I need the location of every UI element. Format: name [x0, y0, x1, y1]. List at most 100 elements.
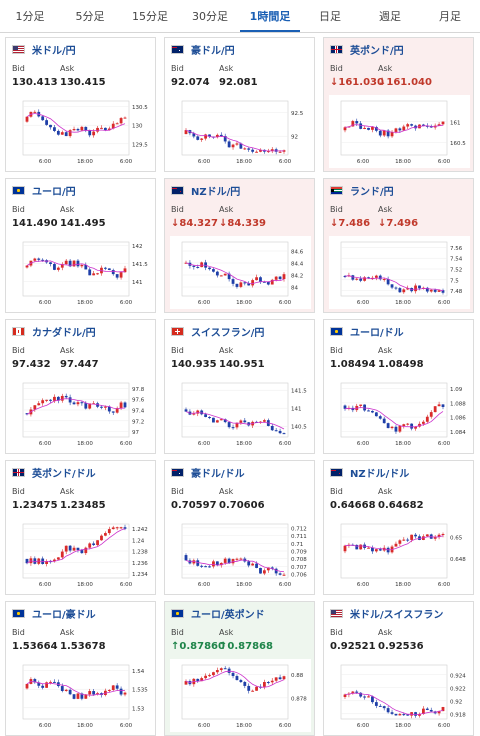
rate-card[interactable]: 英ポンド/円 Bid Ask ↓161.030 ↓161.040 161 160.5 6:00…: [323, 37, 474, 172]
candle-body: [223, 419, 227, 423]
rate-card[interactable]: 米ドル/円 Bid Ask 130.413 130.415 130.5 130 129.5 6:…: [5, 37, 156, 172]
price-chart[interactable]: 0.924 0.922 0.92 0.918 6:00 18:00 6:00: [329, 659, 470, 732]
price-chart[interactable]: 97.8 97.6 97.4 97.2 97 6:00 18:00 6:00: [11, 377, 152, 450]
currency-pair-title[interactable]: NZドル/ドル: [330, 466, 409, 480]
candle-body: [374, 127, 378, 131]
price-chart[interactable]: 0.88 0.878 6:00 18:00 6:00: [170, 659, 311, 732]
currency-pair-title[interactable]: 豪ドル/ドル: [171, 466, 245, 480]
price-chart[interactable]: 84.6 84.4 84.2 84 6:00 18:00 6:00: [170, 236, 311, 309]
rate-card[interactable]: NZドル/ドル Bid Ask 0.64668 0.64682 0.65 0.648 6:00…: [323, 460, 474, 595]
tab-1min[interactable]: 1分足: [15, 10, 45, 23]
tab-30min[interactable]: 30分足: [192, 10, 228, 23]
rate-card[interactable]: ランド/円 Bid Ask ↓7.486 ↓7.496 7.56 7.54 7.52 7.5 7.…: [323, 178, 474, 313]
price-chart[interactable]: 0.712 0.711 0.71 0.709 0.708 0.707 0.706 6:00 18…: [170, 518, 311, 591]
candle-body: [351, 121, 355, 127]
x-tick-label: 6:00: [120, 300, 133, 306]
nz-flag-icon: [330, 468, 343, 477]
price-chart[interactable]: 1.54 1.535 1.53 6:00 18:00 6:00: [11, 659, 152, 732]
currency-pair-title[interactable]: ユーロ/豪ドル: [12, 607, 96, 621]
ask-label: Ask: [60, 628, 75, 637]
candle-body: [84, 403, 88, 409]
tab-1hour[interactable]: 1時間足: [240, 0, 300, 32]
currency-pair-title[interactable]: スイスフラン/円: [171, 325, 264, 339]
candle-body: [33, 679, 37, 683]
candle-body: [115, 527, 119, 529]
price-chart[interactable]: 141.5 141 140.5 6:00 18:00 6:00: [170, 377, 311, 450]
candle-body: [25, 116, 29, 122]
rate-card[interactable]: 英ポンド/ドル Bid Ask 1.23475 1.23485 1.242 1.24 1.23…: [5, 460, 156, 595]
currency-pair-title[interactable]: ユーロ/円: [12, 184, 76, 198]
currency-pair-title[interactable]: 米ドル/スイスフラン: [330, 607, 443, 621]
y-tick-label: 1.238: [132, 550, 148, 556]
ask-label: Ask: [219, 628, 234, 637]
pair-name: ランド/円: [350, 187, 394, 198]
candle-body: [208, 267, 211, 270]
currency-pair-title[interactable]: 英ポンド/ドル: [12, 466, 96, 480]
price-chart[interactable]: 1.09 1.088 1.086 1.084 6:00 18:00 6:00: [329, 377, 470, 450]
x-tick-label: 18:00: [395, 159, 411, 165]
currency-pair-title[interactable]: ユーロ/英ポンド: [171, 607, 265, 621]
candle-body: [274, 276, 278, 280]
tab-15min[interactable]: 15分足: [132, 10, 168, 23]
currency-pair-title[interactable]: 英ポンド/円: [330, 43, 404, 57]
ask-price: 1.53678: [60, 641, 106, 652]
rate-card[interactable]: 豪ドル/ドル Bid Ask 0.70597 0.70606 0.712 0.711 0.71…: [164, 460, 315, 595]
candle-body: [68, 689, 72, 695]
pair-name: ユーロ/円: [32, 187, 76, 198]
candle-body: [25, 683, 29, 689]
rate-card[interactable]: スイスフラン/円 Bid Ask 140.935 140.951 141.5 141 140.…: [164, 319, 315, 454]
rate-card[interactable]: 米ドル/スイスフラン Bid Ask 0.92521 0.92536 0.924 0.922…: [323, 601, 474, 736]
price-chart[interactable]: 92.5 92 6:00 18:00 6:00: [170, 95, 311, 168]
rate-card[interactable]: ユーロ/ドル Bid Ask 1.08494 1.08498 1.09 1.088 1.086…: [323, 319, 474, 454]
tab-weekly[interactable]: 週足: [379, 10, 401, 23]
candle-body: [270, 567, 274, 569]
price-chart[interactable]: 0.65 0.648 6:00 18:00 6:00: [329, 518, 470, 591]
candle-body: [84, 265, 88, 270]
candle-body: [231, 672, 235, 677]
candle-body: [343, 275, 347, 277]
tab-5min[interactable]: 5分足: [75, 10, 105, 23]
rate-card[interactable]: NZドル/円 Bid Ask ↓84.327 ↓84.339 84.6 84.4 84.2 84…: [164, 178, 315, 313]
candle-body: [251, 149, 255, 152]
ask-value: 92.081: [219, 77, 258, 88]
currency-pair-title[interactable]: 米ドル/円: [12, 43, 76, 57]
candle-body: [88, 691, 92, 695]
currency-pair-title[interactable]: ランド/円: [330, 184, 394, 198]
currency-pair-title[interactable]: ユーロ/ドル: [330, 325, 404, 339]
y-tick-label: 1.09: [450, 387, 463, 393]
tab-daily[interactable]: 日足: [319, 10, 341, 23]
rate-card[interactable]: カナダドル/円 Bid Ask 97.432 97.447 97.8 97.6 97.4 97.…: [5, 319, 156, 454]
price-chart[interactable]: 130.5 130 129.5 6:00 18:00 6:00: [11, 95, 152, 168]
candle-body: [402, 539, 406, 541]
candle-body: [72, 547, 76, 551]
candle-body: [72, 402, 76, 405]
price-chart[interactable]: 142 141.5 141 6:00 18:00 6:00: [11, 236, 152, 309]
candlestick-chart: 7.56 7.54 7.52 7.5 7.48 6:00 18:00 6:00: [340, 241, 463, 306]
price-chart[interactable]: 1.242 1.24 1.238 1.236 1.234 6:00 18:00 6:00: [11, 518, 152, 591]
down-arrow-icon: ↓: [330, 218, 339, 229]
tab-monthly[interactable]: 月足: [439, 10, 461, 23]
candle-body: [390, 132, 394, 137]
rate-card[interactable]: ユーロ/英ポンド Bid Ask ↑0.87860 ↑0.87868 0.88 0.878 6…: [164, 601, 315, 736]
rate-card[interactable]: ユーロ/豪ドル Bid Ask 1.53664 1.53678 1.54 1.535 1.53…: [5, 601, 156, 736]
currency-pair-title[interactable]: カナダドル/円: [12, 325, 96, 339]
up-arrow-icon: ↑: [171, 641, 180, 652]
currency-pair-title[interactable]: NZドル/円: [171, 184, 240, 198]
rate-card[interactable]: ユーロ/円 Bid Ask 141.490 141.495 142 141.5 141 6:00…: [5, 178, 156, 313]
pair-name: 米ドル/円: [32, 46, 76, 57]
us-flag-icon: [12, 45, 25, 54]
candle-body: [255, 686, 258, 691]
price-chart[interactable]: 161 160.5 6:00 18:00 6:00: [329, 95, 470, 168]
candle-body: [239, 143, 243, 149]
candle-body: [119, 402, 123, 409]
candle-body: [441, 290, 445, 293]
x-tick-label: 6:00: [120, 582, 133, 588]
rate-card[interactable]: 豪ドル/円 Bid Ask 92.074 92.081 92.5 92 6:00 18:00 6:…: [164, 37, 315, 172]
plot-area: [340, 100, 448, 156]
x-tick-label: 18:00: [77, 300, 93, 306]
candle-body: [41, 259, 45, 261]
price-chart[interactable]: 7.56 7.54 7.52 7.5 7.48 6:00 18:00 6:00: [329, 236, 470, 309]
currency-pair-title[interactable]: 豪ドル/円: [171, 43, 235, 57]
ask-price: 0.87868: [227, 641, 273, 652]
candle-body: [111, 269, 115, 275]
